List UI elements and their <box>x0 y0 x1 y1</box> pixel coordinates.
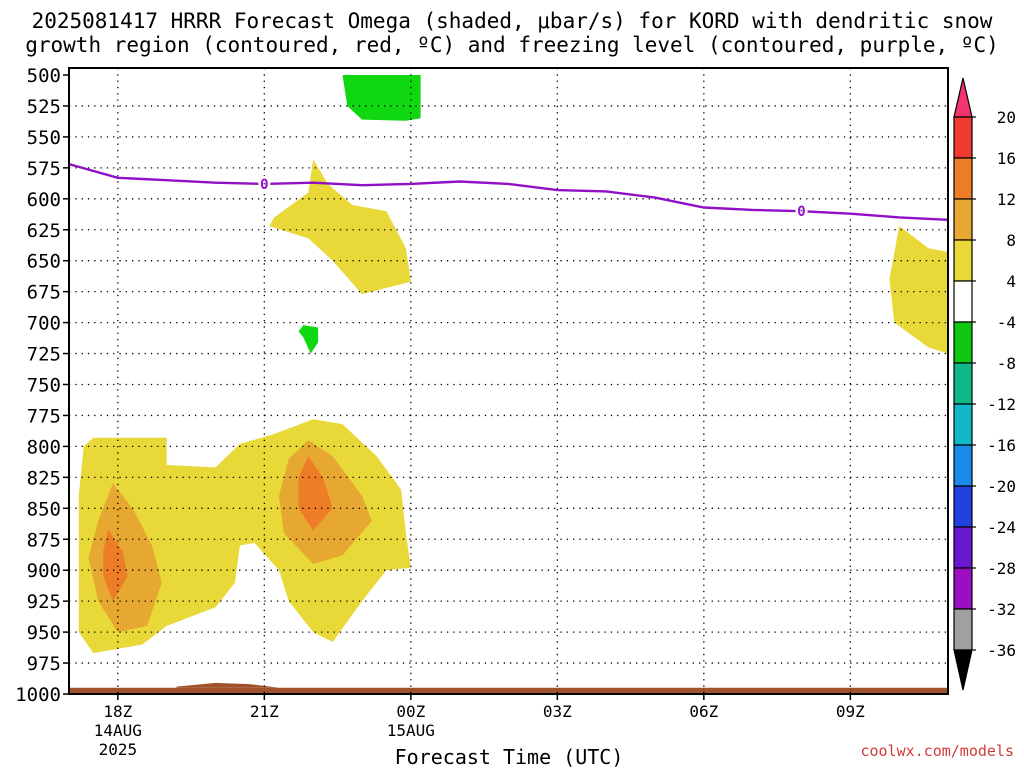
region-dark-orange-left <box>103 529 128 602</box>
y-axis: 500 525 550 575 600 625 650 675 700 725 750 775 800 8… <box>15 65 69 706</box>
x-tick-label: 2025 <box>99 740 138 759</box>
region-green-upper <box>342 75 421 121</box>
freezing-label-bg <box>258 175 271 190</box>
freezing-label-bg <box>795 203 808 218</box>
region-green-small <box>298 325 319 354</box>
colorbar-label: -20 <box>987 477 1016 496</box>
y-tick-label: 800 <box>27 436 61 458</box>
x-axis-label: Forecast Time (UTC) <box>395 745 624 768</box>
colorbar-label: -16 <box>987 436 1016 455</box>
region-surface-bump <box>176 682 279 688</box>
colorbar-segment <box>953 567 973 610</box>
region-surface-band <box>69 687 948 694</box>
y-tick-label: 975 <box>27 653 61 675</box>
colorbar-segment <box>953 608 973 651</box>
y-tick-label: 700 <box>27 313 61 335</box>
y-tick-label: 625 <box>27 220 61 242</box>
colorbar-label: -8 <box>997 354 1016 373</box>
colorbar-segment <box>953 157 973 200</box>
colorbar-segment <box>953 403 973 446</box>
x-tick-label: 18Z <box>103 702 132 721</box>
y-tick-label: 875 <box>27 529 61 551</box>
x-tick-label: 09Z <box>836 702 865 721</box>
y-tick-label: 650 <box>27 251 61 273</box>
region-yellow-right <box>889 226 948 354</box>
y-tick-label: 925 <box>27 591 61 613</box>
y-tick-label: 575 <box>27 158 61 180</box>
freezing-level-line <box>68 162 949 221</box>
colorbar-label: -12 <box>987 395 1016 414</box>
chart-title-line-2: growth region (contoured, red, ºC) and f… <box>25 33 999 57</box>
y-tick-label: 525 <box>27 96 61 118</box>
x-tick-label: 06Z <box>689 702 718 721</box>
shaded-regions <box>69 75 948 694</box>
colorbar: 20 16 12 8 4 -4 -8 -12 -16 -20 -24 -28 -32 -36 <box>953 77 1016 691</box>
x-tick-label: 03Z <box>543 702 572 721</box>
y-tick-label: 950 <box>27 622 61 644</box>
colorbar-top-arrow <box>953 77 973 118</box>
colorbar-label: 12 <box>997 190 1016 209</box>
y-tick-label: 675 <box>27 282 61 304</box>
y-tick-label: 825 <box>27 467 61 489</box>
plot-frame <box>68 67 949 695</box>
freezing-level-contour: 00 <box>68 162 949 221</box>
region-dark-orange-mid <box>298 456 333 531</box>
y-tick-label: 1000 <box>15 684 61 706</box>
colorbar-segment <box>953 198 973 241</box>
x-tick-label: 14AUG <box>94 721 142 740</box>
colorbar-segment <box>953 280 973 323</box>
y-tick-label: 775 <box>27 405 61 427</box>
x-tick-label: 15AUG <box>387 721 435 740</box>
colorbar-segment <box>953 485 973 528</box>
colorbar-label: -36 <box>987 641 1016 660</box>
colorbar-label: -24 <box>987 518 1016 537</box>
colorbar-segment <box>953 239 973 282</box>
colorbar-label: -32 <box>987 600 1016 619</box>
colorbar-label: 8 <box>1006 231 1016 250</box>
colorbar-segment <box>953 116 973 159</box>
region-yellow-mid <box>269 159 411 295</box>
colorbar-label: 4 <box>1006 272 1016 291</box>
y-tick-label: 750 <box>27 375 61 397</box>
colorbar-label: -28 <box>987 559 1016 578</box>
colorbar-segment <box>953 321 973 364</box>
credit-text: coolwx.com/models <box>860 742 1014 760</box>
y-tick-label: 600 <box>27 189 61 211</box>
colorbar-bottom-arrow <box>953 649 973 691</box>
chart-title-line-1: 2025081417 HRRR Forecast Omega (shaded, … <box>31 9 993 33</box>
y-tick-label: 725 <box>27 344 61 366</box>
colorbar-label: -4 <box>997 313 1016 332</box>
y-tick-label: 550 <box>27 127 61 149</box>
colorbar-segment <box>953 444 973 487</box>
y-tick-label: 850 <box>27 498 61 520</box>
y-tick-label: 900 <box>27 560 61 582</box>
x-tick-label: 00Z <box>396 702 425 721</box>
freezing-level-label: 0 <box>260 177 268 193</box>
colorbar-label: 20 <box>997 108 1016 127</box>
x-tick-label: 21Z <box>250 702 279 721</box>
colorbar-segment <box>953 362 973 405</box>
y-tick-label: 500 <box>27 65 61 87</box>
colorbar-label: 16 <box>997 149 1016 168</box>
colorbar-segment <box>953 526 973 569</box>
freezing-level-label: 0 <box>797 204 805 220</box>
region-orange-left <box>88 483 162 633</box>
